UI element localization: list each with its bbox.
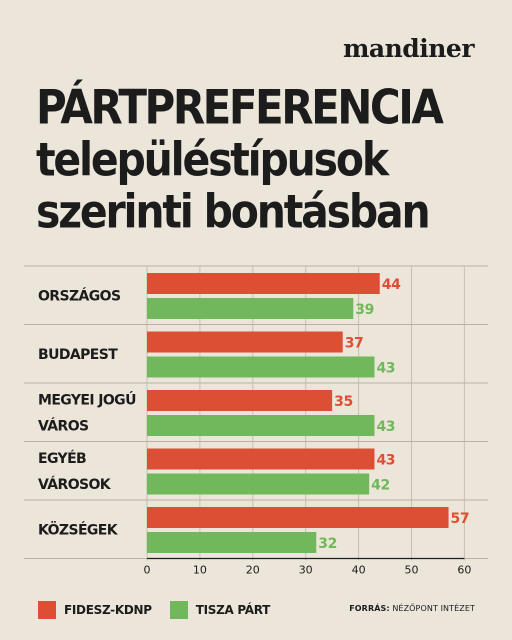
- bar-fidesz: [147, 448, 375, 470]
- legend-label-fidesz: FIDESZ-KDNP: [64, 603, 152, 617]
- x-tick-label: 0: [144, 564, 151, 577]
- bar-fidesz: [147, 390, 333, 411]
- x-tick-label: 50: [405, 564, 419, 577]
- bar-fidesz: [147, 507, 449, 528]
- brand-logo: mandiner: [342, 34, 475, 63]
- value-label-fidesz: 35: [334, 394, 353, 410]
- bar-tisza: [147, 473, 370, 495]
- bar-tisza: [147, 356, 375, 378]
- x-tick-label: 60: [457, 564, 471, 577]
- title-line-2: településtípusok: [36, 133, 389, 187]
- category-label: VÁROS: [38, 417, 89, 434]
- bar-fidesz: [147, 331, 343, 353]
- legend-label-tisza: TISZA PÁRT: [195, 603, 271, 617]
- title-line-1: PÁRTPREFERENCIA: [36, 80, 444, 135]
- source-note: FORRÁS: NÉZŐPONT INTÉZET: [349, 604, 475, 613]
- category-label: KÖZSÉGEK: [38, 520, 119, 538]
- value-label-tisza: 39: [355, 302, 374, 318]
- category-label: ORSZÁGOS: [38, 287, 121, 304]
- bar-tisza: [147, 415, 375, 436]
- bar-fidesz: [147, 273, 380, 294]
- bar-tisza: [147, 532, 317, 553]
- value-label-tisza: 43: [376, 419, 395, 435]
- source-text: NÉZŐPONT INTÉZET: [392, 604, 475, 613]
- value-label-fidesz: 43: [376, 453, 395, 469]
- legend-item-tisza: TISZA PÁRT: [169, 601, 271, 619]
- x-tick-label: 40: [352, 564, 366, 577]
- category-label: MEGYEI JOGÚ: [38, 390, 136, 408]
- legend-item-fidesz: FIDESZ-KDNP: [38, 601, 152, 619]
- legend-swatch-tisza: [169, 601, 188, 619]
- category-label: BUDAPEST: [38, 347, 118, 363]
- value-label-tisza: 32: [318, 536, 337, 552]
- value-label-fidesz: 57: [451, 511, 470, 527]
- x-tick-label: 10: [193, 564, 207, 577]
- x-tick-label: 30: [299, 564, 313, 577]
- category-label: VÁROSOK: [38, 476, 112, 493]
- value-label-tisza: 42: [371, 478, 390, 494]
- x-tick-label: 20: [246, 564, 260, 577]
- bar-tisza: [147, 298, 354, 319]
- category-label: EGYÉB: [38, 450, 86, 467]
- legend: FIDESZ-KDNP TISZA PÁRT: [38, 601, 288, 619]
- page-title: PÁRTPREFERENCIA településtípusok szerint…: [36, 80, 486, 239]
- value-label-fidesz: 44: [382, 277, 401, 293]
- value-label-tisza: 43: [376, 361, 395, 377]
- title-line-3: szerinti bontásban: [36, 185, 431, 239]
- value-label-fidesz: 37: [345, 336, 364, 352]
- legend-swatch-fidesz: [38, 601, 56, 619]
- source-label: FORRÁS:: [349, 604, 390, 613]
